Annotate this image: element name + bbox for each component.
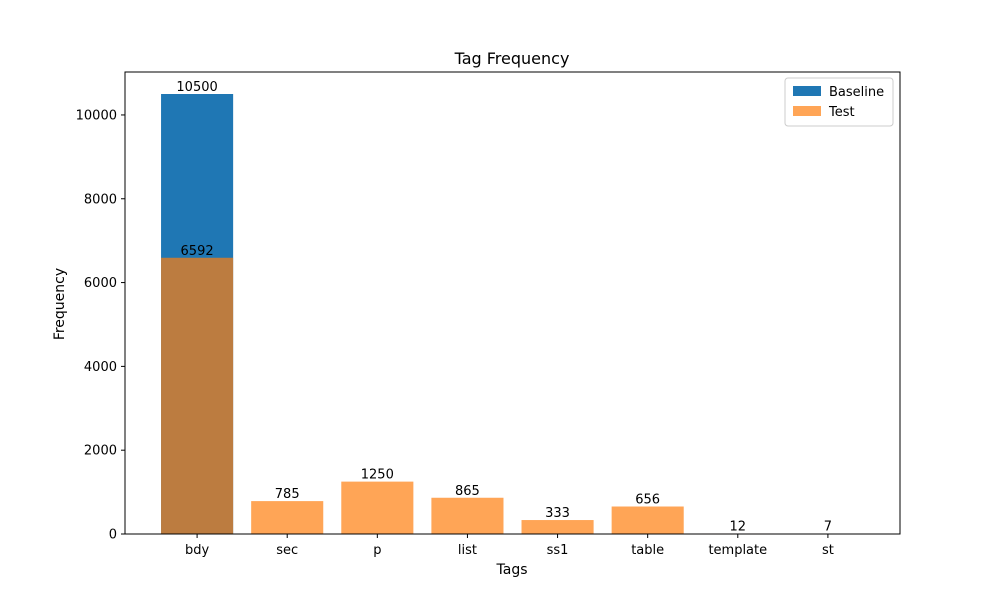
legend: Baseline Test	[784, 77, 894, 127]
data-label-test-sec: 785	[275, 487, 300, 502]
y-tick-label: 4000	[84, 360, 117, 375]
y-axis-label: Frequency	[52, 268, 68, 340]
bar-test-bdy	[161, 257, 234, 534]
x-axis-label: Tags	[496, 562, 528, 578]
data-label-test-p: 1250	[361, 468, 394, 483]
x-tick-label-list: list	[458, 543, 477, 558]
y-tick-label: 2000	[84, 444, 117, 459]
x-tick-label-template: template	[708, 543, 767, 558]
legend-swatch-baseline	[793, 86, 821, 96]
bars-group	[161, 94, 864, 534]
y-tick-label: 0	[109, 528, 117, 543]
plot-frame	[124, 71, 901, 535]
x-tick-label-ss1: ss1	[547, 543, 569, 558]
chart-title: Tag Frequency	[454, 49, 570, 68]
data-label-baseline-bdy: 10500	[176, 80, 217, 95]
legend-swatch-test	[793, 106, 821, 116]
y-tick-label: 8000	[84, 192, 117, 207]
y-tick-label: 6000	[84, 276, 117, 291]
x-tick-label-sec: sec	[276, 543, 298, 558]
bar-test-table	[611, 506, 684, 534]
bar-test-p	[341, 481, 414, 534]
x-tick-label-table: table	[631, 543, 664, 558]
x-tick-label-p: p	[373, 543, 381, 558]
data-label-test-table: 656	[635, 493, 660, 508]
data-label-test-template: 12	[730, 519, 747, 534]
data-label-test-st: 7	[824, 520, 832, 535]
x-tick-label-bdy: bdy	[185, 543, 210, 558]
data-labels-group: 10500 6592 785 1250 865 333 656 12 7	[176, 80, 832, 535]
data-label-test-list: 865	[455, 484, 480, 499]
y-tick-label: 10000	[76, 108, 117, 123]
bar-test-sec	[251, 501, 324, 534]
legend-label-baseline: Baseline	[829, 85, 884, 100]
legend-label-test: Test	[828, 105, 855, 120]
data-label-test-bdy: 6592	[181, 244, 214, 259]
axes-group: 0 2000 4000 6000 8000 10000 bdy sec p list ss1 tabl…	[76, 71, 901, 558]
data-label-test-ss1: 333	[545, 506, 570, 521]
x-tick-label-st: st	[822, 543, 834, 558]
bar-test-list	[431, 497, 504, 534]
bar-test-ss1	[521, 520, 594, 534]
